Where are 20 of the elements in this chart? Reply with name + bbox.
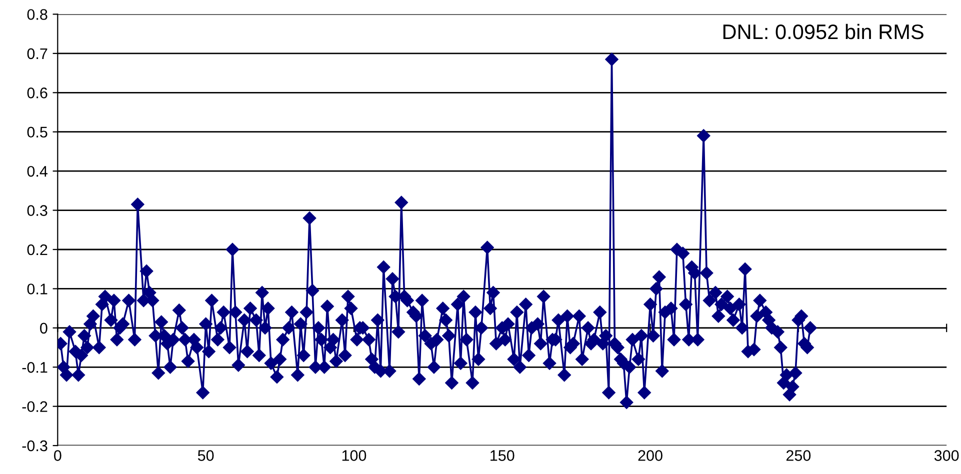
x-tick-label: 50 xyxy=(198,450,214,461)
x-tick-label: 100 xyxy=(342,450,366,461)
y-tick-label: 0.1 xyxy=(27,284,48,294)
y-tick-label: 0.4 xyxy=(27,166,48,177)
y-tick-label: 0 xyxy=(40,322,48,334)
y-tick-label: 0.5 xyxy=(27,126,48,138)
x-tick-label: 200 xyxy=(638,450,662,461)
x-tick-label: 0 xyxy=(54,450,62,461)
x-tick-label: 250 xyxy=(786,450,811,461)
y-tick-label: 0.3 xyxy=(27,205,48,216)
y-tick-label: 0.7 xyxy=(27,48,48,60)
x-tick-label: 300 xyxy=(934,450,959,461)
x-tick-label: 150 xyxy=(490,450,514,461)
annotation: DNL: 0.0952 bin RMS xyxy=(723,24,924,40)
y-tick-label: -0.2 xyxy=(22,401,48,412)
y-tick-label: 0.2 xyxy=(27,244,48,256)
y-tick-label: -0.1 xyxy=(22,362,48,373)
y-tick-label: 0.6 xyxy=(27,88,48,98)
y-tick-label: -0.3 xyxy=(22,440,48,452)
y-tick-label: 0.8 xyxy=(27,9,48,20)
